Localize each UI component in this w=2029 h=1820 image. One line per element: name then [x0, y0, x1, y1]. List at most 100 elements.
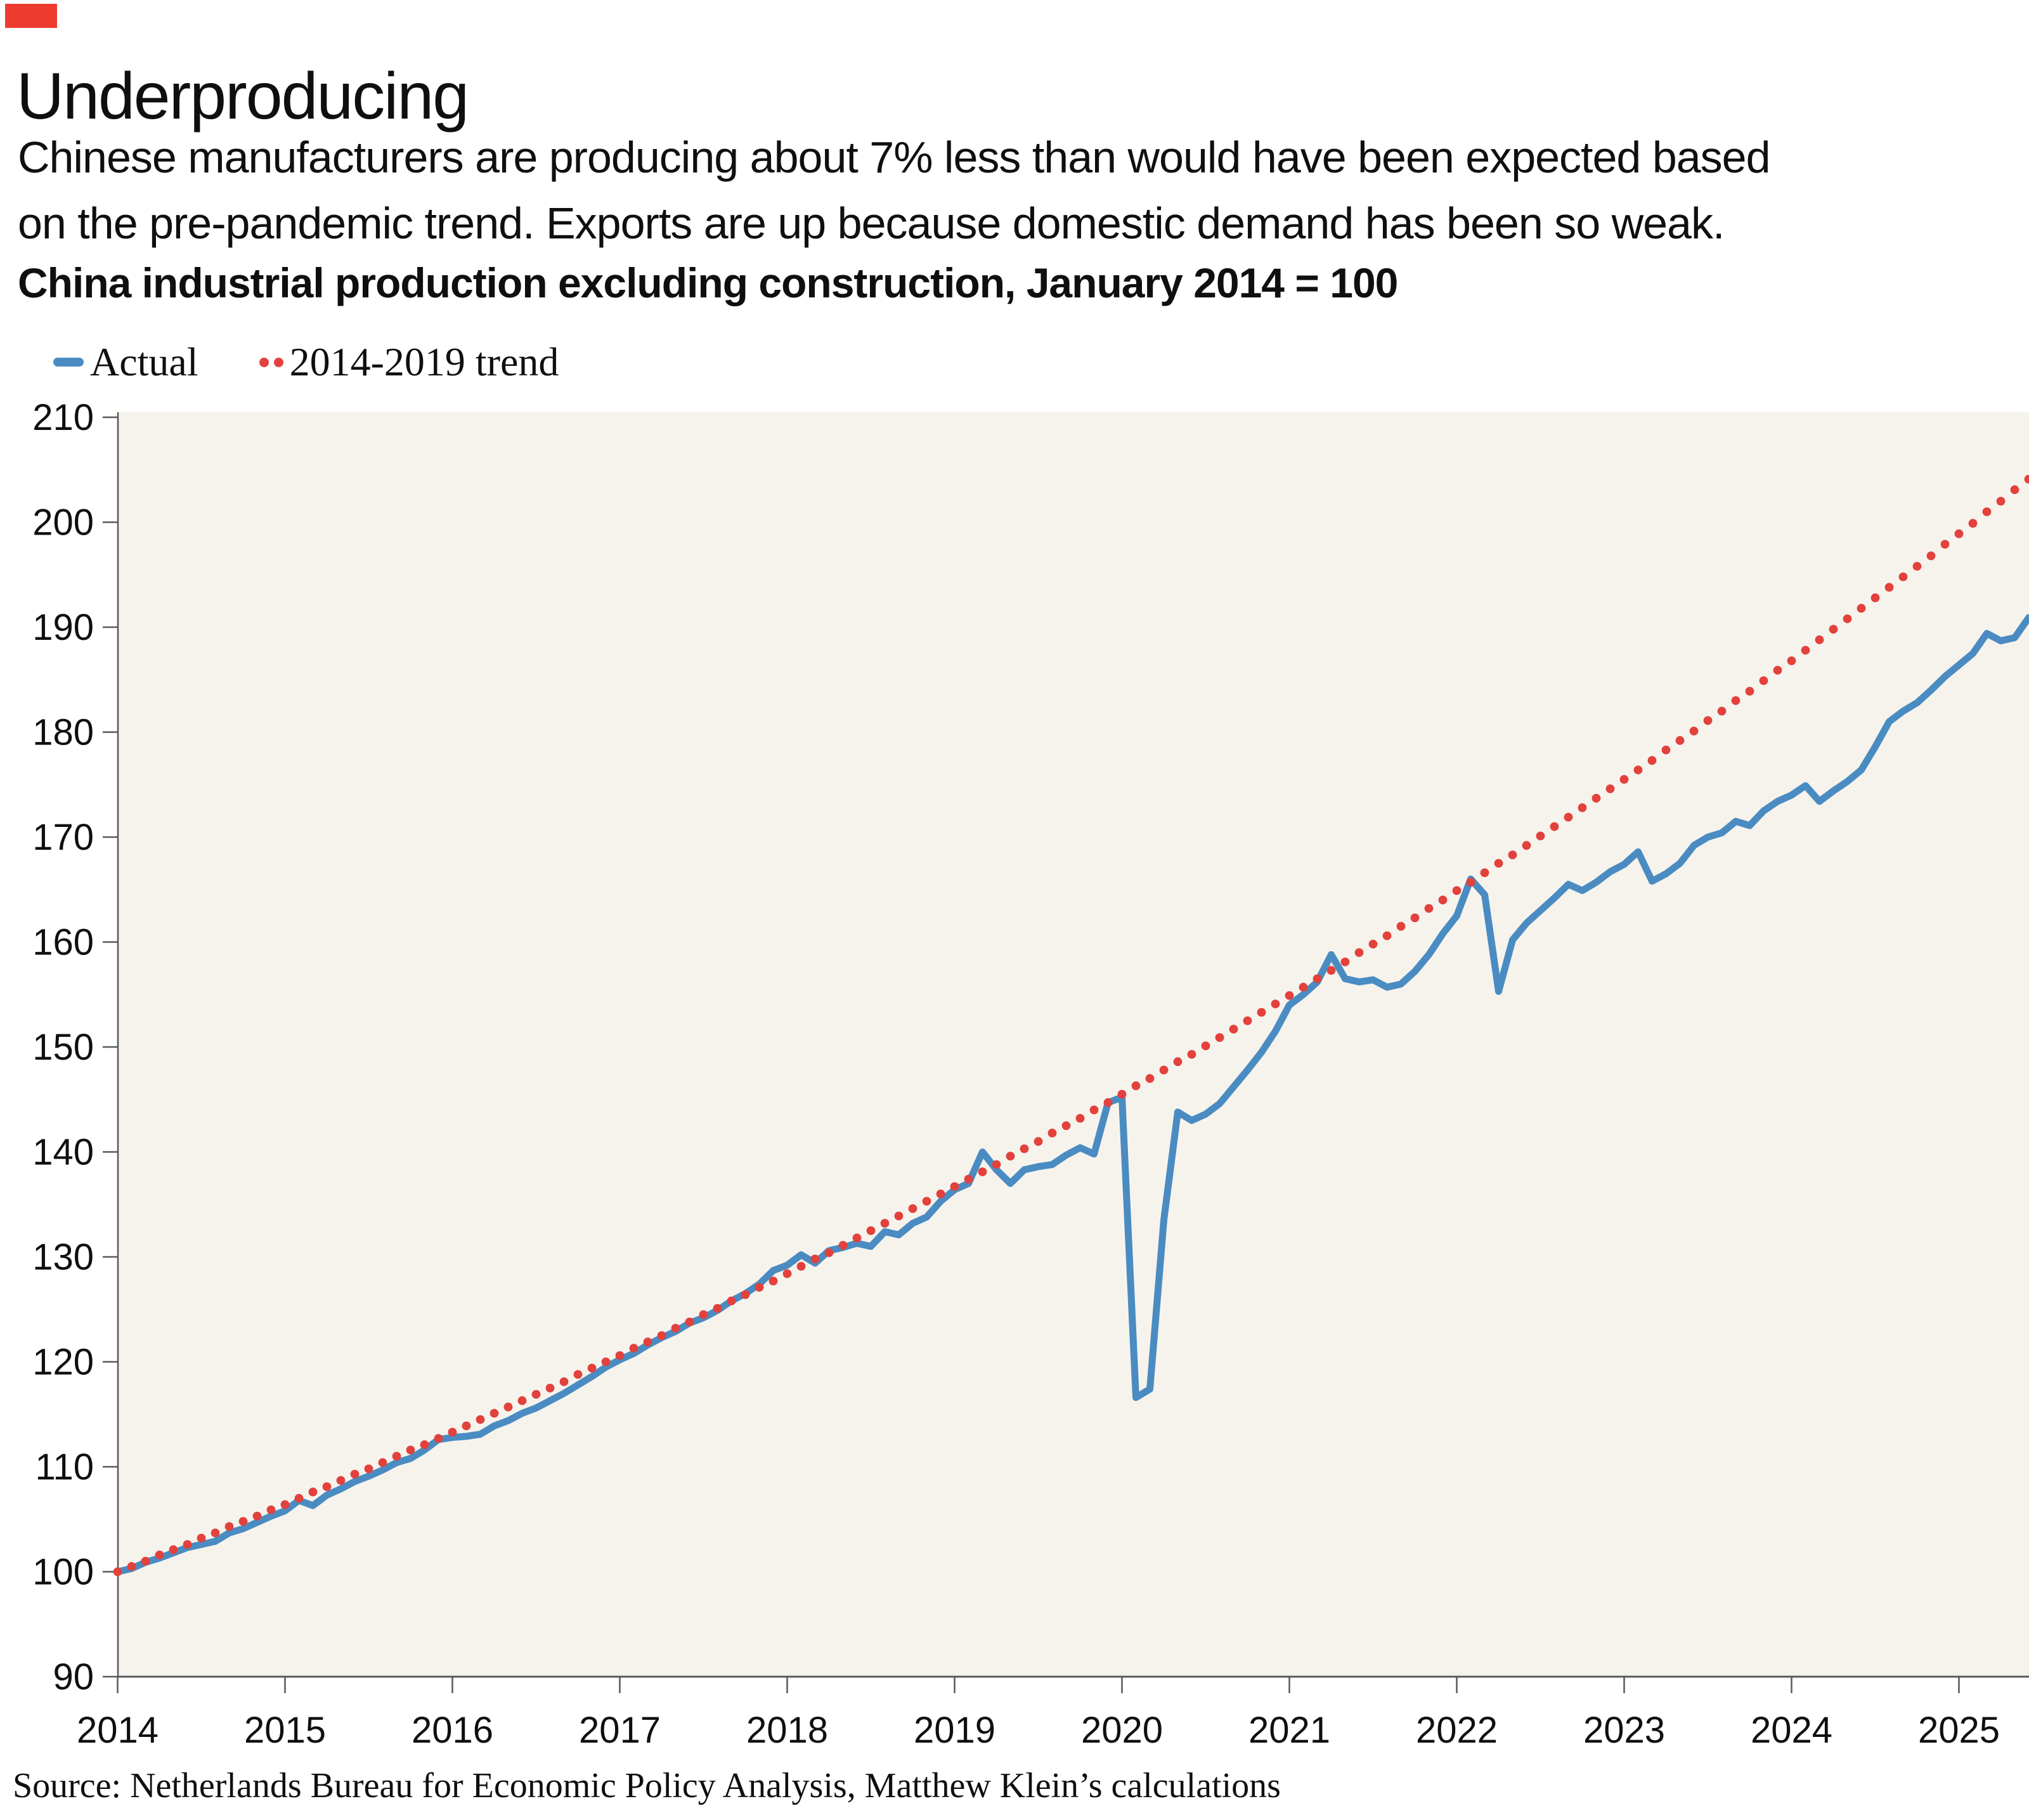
x-tick-label: 2018	[746, 1710, 828, 1751]
x-tick-label: 2017	[579, 1710, 661, 1751]
subtitle-line-2: on the pre-pandemic trend. Exports are u…	[18, 198, 1725, 248]
trend-series-dot	[1661, 745, 1671, 755]
trend-series-dot	[587, 1363, 597, 1373]
trend-series-dot	[922, 1197, 931, 1206]
trend-series-dot	[1926, 551, 1936, 561]
x-tick-label: 2025	[1918, 1710, 2000, 1751]
x-tick-label: 2023	[1583, 1710, 1665, 1751]
trend-series-dot	[1117, 1089, 1127, 1099]
trend-series-dot	[1954, 529, 1964, 538]
trend-series-dot	[1578, 803, 1587, 812]
trend-series-dot	[252, 1511, 262, 1521]
trend-series-dot	[294, 1493, 304, 1503]
y-tick-label: 200	[32, 502, 94, 543]
trend-series-dot	[1605, 784, 1615, 793]
y-tick-label: 210	[32, 397, 94, 438]
trend-series-dot	[782, 1269, 792, 1278]
trend-series-dot	[392, 1452, 401, 1461]
trend-series-dot	[476, 1415, 485, 1424]
trend-series-dot	[1884, 583, 1894, 592]
y-tick-label: 170	[32, 817, 94, 858]
trend-series-dot	[1619, 775, 1629, 784]
trend-series-dot	[1703, 716, 1713, 725]
x-tick-label: 2014	[77, 1710, 159, 1751]
y-tick-label: 110	[36, 1446, 94, 1488]
trend-series-dot	[531, 1389, 541, 1399]
trend-series-dot	[1131, 1081, 1141, 1091]
legend-label-actual: Actual	[90, 339, 198, 384]
trend-series-dot	[657, 1331, 666, 1341]
trend-series-dot	[420, 1440, 429, 1450]
x-tick-label: 2022	[1416, 1710, 1498, 1751]
trend-series-dot	[141, 1557, 150, 1566]
trend-series-dot	[601, 1357, 611, 1367]
trend-series-dot	[280, 1500, 290, 1509]
trend-series-dot	[1633, 765, 1643, 774]
y-tick-label: 160	[32, 922, 94, 963]
trend-series-dot	[615, 1351, 625, 1360]
trend-series-dot	[1731, 696, 1741, 705]
trend-series-dot	[1857, 604, 1866, 613]
trend-series-dot	[1815, 635, 1824, 644]
trend-series-dot	[517, 1396, 527, 1405]
y-tick-label: 180	[32, 712, 94, 753]
trend-series-dot	[559, 1377, 569, 1386]
trend-series-dot	[950, 1182, 959, 1191]
trend-series-dot	[1354, 948, 1364, 957]
trend-series-dot	[1550, 822, 1559, 831]
trend-series-dot	[1020, 1144, 1029, 1154]
trend-series-dot	[643, 1337, 652, 1347]
trend-series-dot	[169, 1545, 178, 1554]
trend-dot-icon	[273, 357, 283, 367]
trend-series-dot	[1829, 625, 1838, 634]
trend-series-dot	[2024, 474, 2029, 484]
legend-item-trend: 2014-2019 trend	[259, 339, 559, 386]
trend-series-dot	[1229, 1025, 1238, 1034]
trend-series-dot	[266, 1505, 276, 1514]
legend-item-actual: Actual	[53, 339, 198, 386]
trend-series-dot	[127, 1562, 136, 1571]
trend-series-dot	[1494, 859, 1503, 868]
legend-label-trend: 2014-2019 trend	[289, 339, 559, 384]
chart-title: China industrial production excluding co…	[18, 259, 1398, 306]
trend-series-dot	[810, 1254, 820, 1264]
trend-series-dot	[755, 1283, 764, 1292]
trend-series-dot	[768, 1277, 778, 1285]
chart-subtitle: Chinese manufacturers are producing abou…	[18, 124, 1771, 256]
plot-area	[118, 412, 2029, 1677]
y-tick-label: 140	[32, 1132, 94, 1173]
trend-series-dot	[685, 1317, 694, 1327]
y-tick-label: 130	[32, 1237, 94, 1278]
trend-series-dot	[1759, 676, 1768, 686]
trend-series-dot	[1787, 656, 1796, 665]
trend-series-dot	[1424, 904, 1434, 913]
trend-series-dot	[1689, 726, 1699, 736]
trend-series-dot	[183, 1540, 192, 1549]
trend-series-dot	[1940, 540, 1950, 549]
trend-series-dot	[1843, 614, 1852, 623]
trend-series-dot	[713, 1304, 722, 1313]
trend-series-dot	[1159, 1065, 1169, 1075]
trend-series-dot	[489, 1408, 499, 1418]
trend-series-dot	[908, 1204, 917, 1213]
trend-series-dot	[838, 1240, 848, 1250]
trend-dot-icon	[259, 357, 269, 367]
trend-series-dot	[378, 1458, 387, 1467]
trend-series-dot	[992, 1160, 1001, 1169]
trend-series-dot	[1675, 736, 1685, 745]
trend-series-dot	[1243, 1016, 1252, 1025]
x-tick-label: 2021	[1248, 1710, 1330, 1751]
trend-series-dot	[978, 1167, 987, 1176]
trend-series-dot	[1773, 666, 1782, 675]
trend-series-dot	[1285, 991, 1294, 1000]
trend-series-dot	[462, 1421, 471, 1431]
trend-series-dot	[1103, 1098, 1113, 1107]
trend-series-dot	[1145, 1074, 1155, 1083]
trend-series-dot	[1898, 572, 1908, 582]
trend-series-dot	[2010, 485, 2019, 495]
trend-series-dot	[155, 1550, 164, 1559]
trend-series-dot	[1368, 939, 1378, 949]
trend-series-dot	[1061, 1121, 1071, 1130]
trend-series-dot	[1996, 497, 2006, 506]
trend-series-dot	[964, 1174, 973, 1184]
